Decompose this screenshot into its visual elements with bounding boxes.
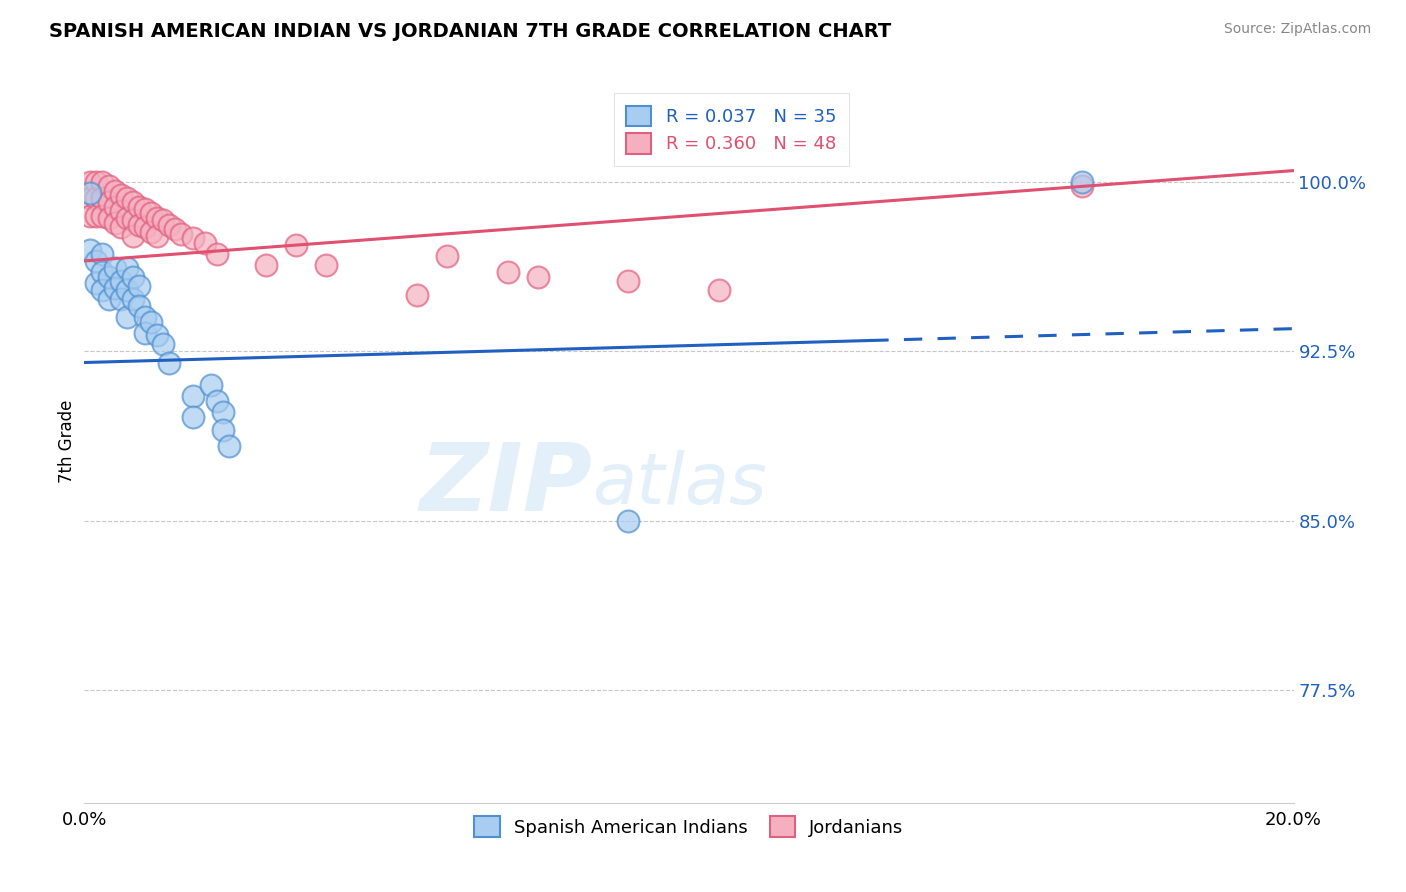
Y-axis label: 7th Grade: 7th Grade xyxy=(58,400,76,483)
Point xyxy=(97,179,120,194)
Point xyxy=(139,225,162,239)
Point xyxy=(86,254,108,268)
Point xyxy=(152,337,174,351)
Point xyxy=(181,409,204,424)
Point xyxy=(218,439,240,453)
Text: Source: ZipAtlas.com: Source: ZipAtlas.com xyxy=(1223,22,1371,37)
Point xyxy=(181,231,204,245)
Point xyxy=(86,191,108,205)
Point xyxy=(110,274,132,288)
Point xyxy=(97,293,120,307)
Point xyxy=(128,278,150,293)
Point xyxy=(285,238,308,252)
Point xyxy=(617,274,640,288)
Text: atlas: atlas xyxy=(592,450,766,519)
Point xyxy=(97,211,120,225)
Point xyxy=(146,211,169,225)
Point xyxy=(617,514,640,528)
Point xyxy=(170,227,193,241)
Text: ZIP: ZIP xyxy=(419,439,592,531)
Point xyxy=(212,423,235,437)
Point xyxy=(91,209,114,223)
Point xyxy=(115,283,138,297)
Point xyxy=(315,259,337,273)
Point xyxy=(254,259,277,273)
Point xyxy=(194,235,217,250)
Point xyxy=(200,378,222,392)
Point xyxy=(110,220,132,235)
Point xyxy=(115,260,138,275)
Point xyxy=(91,265,114,279)
Point xyxy=(165,222,187,236)
Point xyxy=(121,213,143,227)
Point xyxy=(146,328,169,343)
Point xyxy=(110,204,132,219)
Point xyxy=(121,293,143,307)
Point xyxy=(207,393,229,408)
Point xyxy=(104,215,127,229)
Legend: Spanish American Indians, Jordanians: Spanish American Indians, Jordanians xyxy=(464,805,914,848)
Point xyxy=(97,269,120,284)
Point xyxy=(86,175,108,189)
Point xyxy=(104,184,127,198)
Point xyxy=(79,175,101,189)
Point xyxy=(406,287,429,301)
Point xyxy=(709,283,731,297)
Point xyxy=(104,200,127,214)
Point xyxy=(91,283,114,297)
Point xyxy=(1071,175,1094,189)
Point xyxy=(527,269,550,284)
Point xyxy=(79,243,101,257)
Point xyxy=(207,247,229,261)
Point xyxy=(134,220,156,235)
Text: SPANISH AMERICAN INDIAN VS JORDANIAN 7TH GRADE CORRELATION CHART: SPANISH AMERICAN INDIAN VS JORDANIAN 7TH… xyxy=(49,22,891,41)
Point xyxy=(104,260,127,275)
Point xyxy=(104,281,127,295)
Point xyxy=(86,209,108,223)
Point xyxy=(496,265,519,279)
Point xyxy=(79,209,101,223)
Point xyxy=(121,195,143,210)
Point xyxy=(146,229,169,244)
Point xyxy=(121,229,143,244)
Point xyxy=(110,188,132,202)
Point xyxy=(134,202,156,216)
Point xyxy=(157,218,180,232)
Point xyxy=(181,389,204,403)
Point xyxy=(157,355,180,369)
Point xyxy=(436,249,458,263)
Point xyxy=(91,247,114,261)
Point xyxy=(121,269,143,284)
Point xyxy=(91,191,114,205)
Point xyxy=(212,405,235,419)
Point xyxy=(139,315,162,329)
Point xyxy=(1071,179,1094,194)
Point xyxy=(86,277,108,291)
Point xyxy=(139,206,162,220)
Point xyxy=(134,310,156,325)
Point xyxy=(110,293,132,307)
Point xyxy=(134,326,156,340)
Point xyxy=(128,200,150,214)
Point xyxy=(97,195,120,210)
Point xyxy=(152,213,174,227)
Point xyxy=(91,175,114,189)
Point xyxy=(79,191,101,205)
Point xyxy=(115,191,138,205)
Point xyxy=(79,186,101,201)
Point xyxy=(128,299,150,313)
Point xyxy=(115,310,138,325)
Point xyxy=(115,211,138,225)
Point xyxy=(128,218,150,232)
